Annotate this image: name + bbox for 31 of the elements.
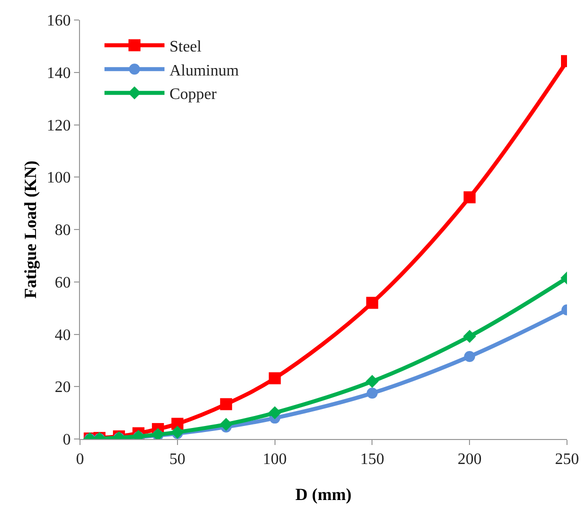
point bbox=[366, 374, 379, 388]
y-tick-label: 20 bbox=[54, 379, 71, 396]
y-tick-label: 80 bbox=[54, 222, 71, 240]
y-tick-label: 160 bbox=[46, 12, 71, 30]
point bbox=[220, 398, 232, 410]
y-tick-label: 100 bbox=[46, 170, 71, 187]
point bbox=[366, 296, 378, 309]
point bbox=[220, 418, 233, 431]
y-tick-label: 60 bbox=[54, 274, 71, 292]
point bbox=[464, 191, 476, 204]
x-tick-label: 200 bbox=[458, 451, 482, 468]
y-tick-label: 40 bbox=[54, 326, 71, 344]
x-axis-title: D (mm) bbox=[295, 485, 352, 504]
y-tick-label: 140 bbox=[46, 64, 71, 82]
legend-label: Aluminum bbox=[169, 62, 240, 80]
y-tick-label: 120 bbox=[46, 117, 71, 134]
point bbox=[170, 426, 184, 439]
y-axis-title: Fatigue Load (KN) bbox=[21, 160, 40, 298]
x-tick-label: 0 bbox=[76, 451, 84, 468]
legend-label: Copper bbox=[169, 86, 218, 104]
x-tick-label: 250 bbox=[555, 451, 579, 468]
x-tick-label: 100 bbox=[262, 451, 287, 468]
y-tick-label: 0 bbox=[62, 432, 71, 449]
point bbox=[268, 406, 282, 420]
point bbox=[366, 388, 378, 399]
point bbox=[463, 330, 476, 343]
point bbox=[268, 372, 281, 384]
legend-label: Steel bbox=[169, 38, 202, 56]
x-tick-label: 150 bbox=[360, 451, 384, 468]
point bbox=[464, 351, 476, 362]
x-tick-label: 50 bbox=[169, 451, 186, 468]
